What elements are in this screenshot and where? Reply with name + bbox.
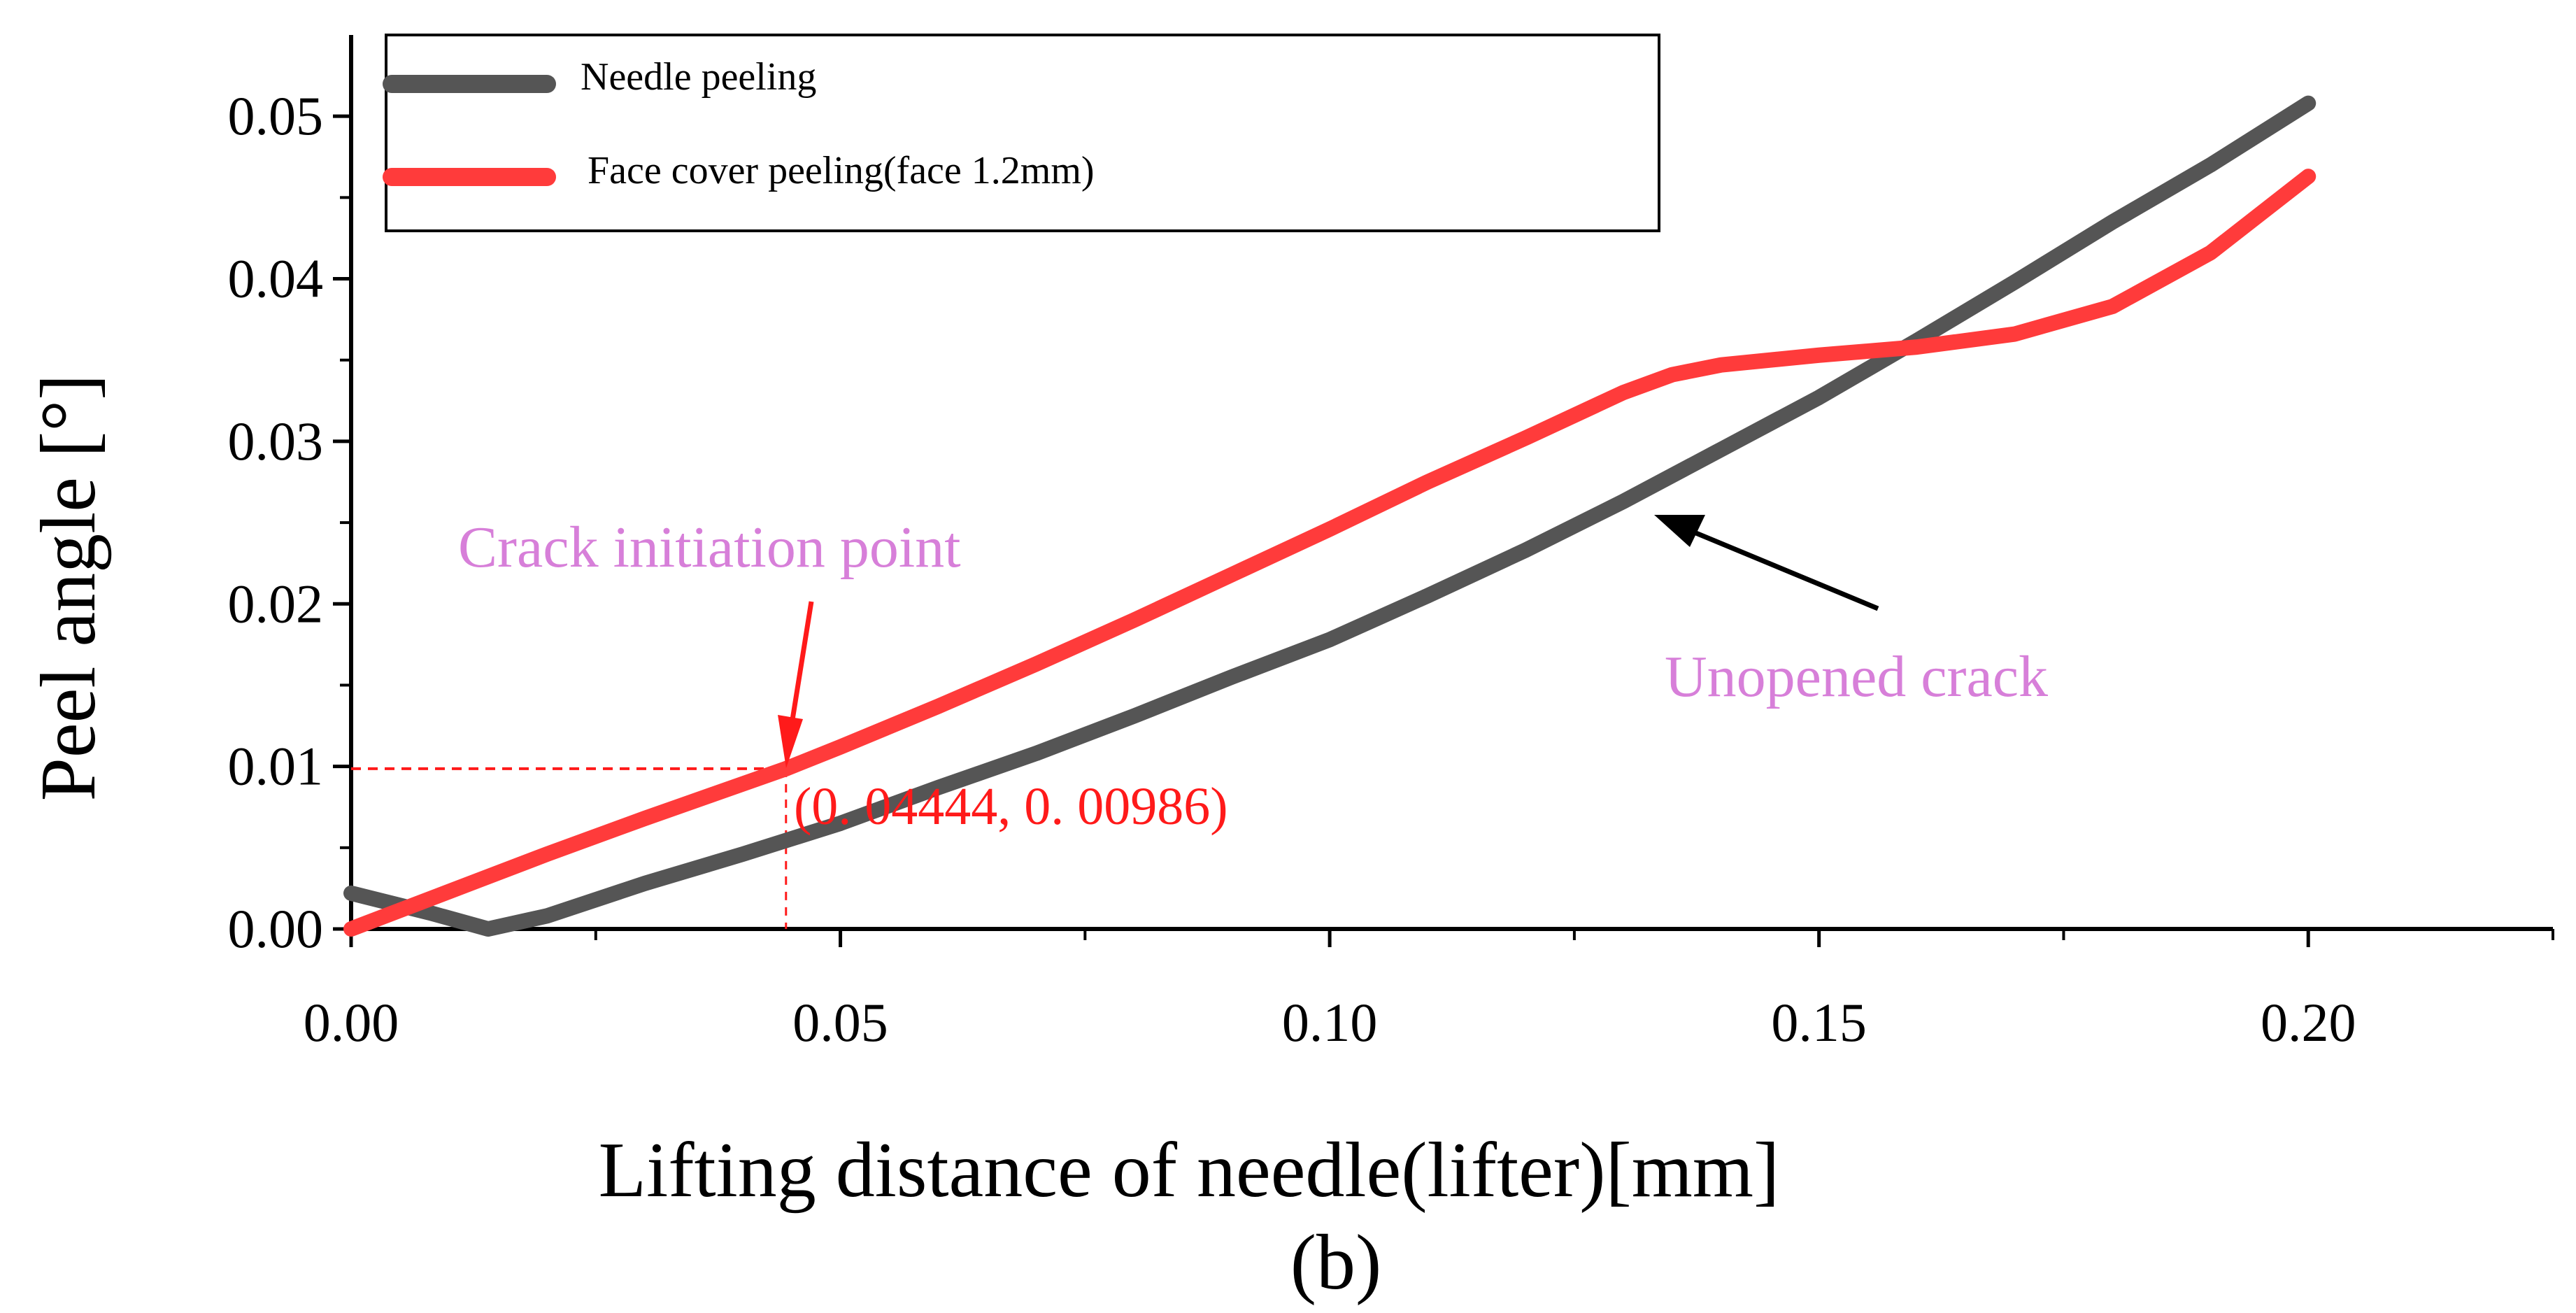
series-lines — [343, 95, 2317, 937]
tick-labels: 0.00 0.05 0.10 0.15 0.20 0.00 0.01 0.02 0.03 0.04… — [228, 85, 2356, 1053]
arrow-unopened-shaft — [1691, 529, 1879, 611]
x-tick-label: 0.20 — [2261, 992, 2356, 1053]
chart-caption: (b) — [1290, 1219, 1382, 1306]
y-tick-label: 0.03 — [228, 411, 324, 471]
arrow-crack-initiation-shaft — [789, 601, 814, 725]
series-line-needle-peeling — [343, 95, 2317, 937]
legend-label-needle: Needle peeling — [581, 55, 816, 99]
x-axis-title: Lifting distance of needle(lifter)[mm] — [599, 1127, 1780, 1214]
arrow-crack-initiation-head — [778, 715, 803, 768]
y-tick-label: 0.01 — [228, 736, 324, 797]
axes — [349, 35, 2553, 931]
guide-lines — [351, 767, 788, 929]
legend: Needle peeling Face cover peeling(face 1… — [383, 34, 1660, 232]
legend-box — [385, 34, 1660, 232]
annotation-unopened-crack: Unopened crack — [1665, 644, 2048, 709]
arrow-unopened-head — [1654, 515, 1705, 547]
legend-label-face: Face cover peeling(face 1.2mm) — [588, 149, 1095, 192]
y-tick-label: 0.02 — [228, 573, 324, 634]
y-tick-label: 0.00 — [228, 898, 324, 959]
x-tick-label: 0.05 — [792, 992, 888, 1053]
annotation-crack-initiation: Crack initiation point — [458, 515, 961, 580]
annotation-coordinate: (0. 04444, 0. 00986) — [794, 777, 1228, 836]
y-axis-title: Peel angle [°] — [25, 374, 112, 802]
x-tick-label: 0.15 — [1771, 992, 1867, 1053]
series-line-face-cover-peeling — [343, 169, 2317, 937]
x-tick-label: 0.00 — [304, 992, 399, 1053]
x-tick-label: 0.10 — [1282, 992, 1378, 1053]
y-tick-label: 0.04 — [228, 248, 324, 309]
annotations: Crack initiation point (0. 04444, 0. 009… — [458, 515, 2048, 836]
y-tick-label: 0.05 — [228, 85, 324, 146]
